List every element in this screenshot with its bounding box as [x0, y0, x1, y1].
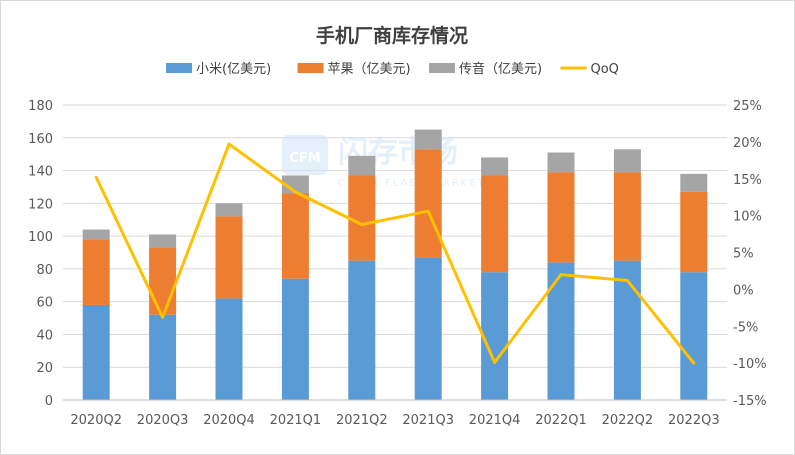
bar-segment [348, 155, 376, 176]
bar-segment [149, 247, 177, 315]
bar-segment [215, 298, 243, 400]
legend-swatch [166, 63, 192, 73]
y-left-tick-label: 40 [36, 328, 53, 343]
qoq-point [692, 361, 696, 365]
y-right-tick-label: 25% [733, 99, 762, 114]
bar-segment [481, 175, 509, 273]
bar-segment [481, 157, 509, 176]
x-tick-label: 2022Q3 [668, 413, 720, 428]
y-right-tick-label: -15% [733, 394, 767, 409]
bar-segment [547, 172, 575, 263]
bar-segment [82, 229, 110, 240]
bar-segment [680, 191, 708, 273]
bar-segment [149, 314, 177, 400]
y-right-tick-label: -10% [733, 357, 767, 372]
bar-segment [414, 149, 442, 258]
y-left-tick-label: 60 [36, 296, 53, 311]
y-left-tick-label: 160 [28, 132, 53, 147]
bar-segment [414, 129, 442, 150]
x-tick-label: 2021Q3 [402, 413, 454, 428]
y-right-tick-label: 20% [733, 136, 762, 151]
qoq-line-layer [94, 142, 696, 365]
y-left-tick-label: 80 [36, 263, 53, 278]
bar-segment [215, 203, 243, 217]
y-right-tick-label: -5% [733, 320, 758, 335]
watermark: CFM 闪存市场 CHINA FLASH MARKET [282, 135, 486, 189]
watermark-logo-box [282, 135, 328, 175]
x-tick-label: 2022Q1 [535, 413, 587, 428]
x-tick-label: 2022Q2 [602, 413, 654, 428]
x-tick-label: 2020Q2 [70, 413, 122, 428]
legend-label: 苹果（亿美元) [328, 62, 411, 77]
bar-segment [348, 260, 376, 400]
bar-segment [215, 216, 243, 299]
y-left-tick-label: 140 [28, 165, 53, 180]
qoq-point [161, 315, 165, 319]
bar-segment [348, 175, 376, 261]
bar-segment [414, 257, 442, 400]
y-right-tick-label: 10% [733, 210, 762, 225]
legend-label: 传音（亿美元) [459, 61, 542, 77]
bars [82, 129, 708, 400]
legend-label: 小米(亿美元) [196, 62, 271, 77]
qoq-point [426, 209, 430, 213]
watermark-logo-text: CFM [289, 151, 320, 166]
y-left-tick-label: 120 [28, 197, 53, 212]
x-tick-label: 2021Q4 [469, 413, 521, 428]
qoq-point [293, 190, 297, 194]
x-tick-label: 2020Q4 [203, 413, 255, 428]
y-left-tick-label: 20 [36, 361, 53, 376]
x-tick-label: 2021Q2 [336, 413, 388, 428]
bar-segment [680, 173, 708, 192]
bar-segment [613, 149, 641, 173]
legend-swatch [429, 63, 455, 73]
axes: 0 20 40 60 80 100 120 140 160 180 -15% -10% -5% 0% 5% 1… [28, 99, 766, 428]
y-right-tick-label: 0% [733, 283, 754, 298]
chart-title: 手机厂商库存情况 [316, 24, 468, 47]
bar-segment [82, 304, 110, 400]
y-right-tick-label: 15% [733, 173, 762, 188]
x-tick-label: 2021Q1 [270, 413, 322, 428]
bar-segment [613, 172, 641, 261]
bar-segment [82, 239, 110, 305]
bar-segment [149, 234, 177, 248]
bar-segment [547, 262, 575, 400]
qoq-point [493, 360, 497, 364]
qoq-line [94, 142, 695, 365]
bar-segment [281, 278, 309, 400]
qoq-point [559, 273, 563, 277]
bar-segment [547, 152, 575, 173]
qoq-point [227, 142, 231, 146]
legend-swatch [297, 63, 324, 73]
legend: 小米(亿美元) 苹果（亿美元) 传音（亿美元) QoQ [166, 61, 619, 77]
bar-segment [481, 272, 509, 400]
y-right-tick-label: 5% [733, 247, 754, 262]
legend-label: QoQ [591, 62, 619, 77]
qoq-point [625, 279, 629, 283]
bar-segment [613, 260, 641, 400]
qoq-point [94, 175, 98, 179]
qoq-point [360, 222, 364, 226]
bar-segment [281, 193, 309, 279]
y-left-tick-label: 100 [28, 230, 53, 245]
bar-segment [680, 272, 708, 400]
y-left-tick-label: 0 [45, 394, 53, 409]
x-tick-label: 2020Q3 [137, 413, 189, 428]
watermark-subtext: CHINA FLASH MARKET [338, 178, 486, 189]
y-left-tick-label: 180 [28, 99, 53, 114]
